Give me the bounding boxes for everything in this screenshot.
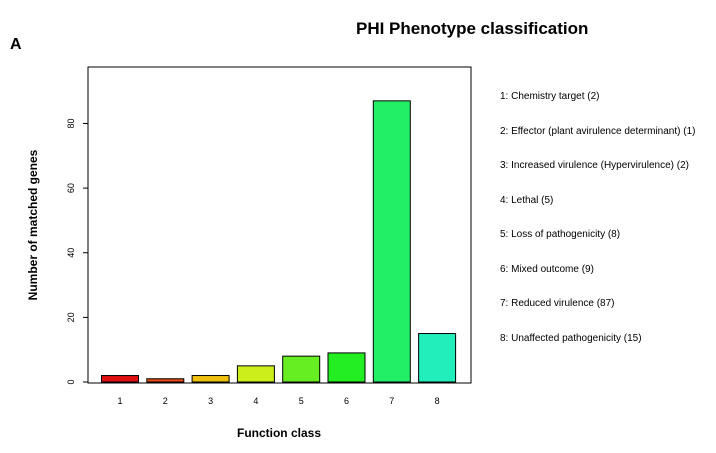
bars-group (101, 100, 457, 383)
bar (236, 365, 275, 383)
chart-title: PHI Phenotype classification (356, 19, 589, 38)
bar (372, 100, 411, 383)
y-tick-label: 40 (66, 248, 76, 258)
plot-frame (87, 66, 472, 384)
legend: 1: Chemistry target (2) 2: Effector (pla… (500, 91, 695, 367)
x-tick-label: 4 (253, 396, 258, 406)
bar (101, 375, 139, 383)
y-axis-label: Number of matched genes (26, 149, 40, 300)
legend-item: 3: Increased virulence (Hypervirulence) … (500, 160, 689, 171)
x-tick-label: 5 (299, 396, 304, 406)
bar (146, 378, 185, 383)
panel-label: A (10, 36, 22, 53)
x-axis-label: Function class (237, 426, 321, 440)
bar (418, 333, 457, 383)
x-tick-label: 2 (163, 396, 168, 406)
bar (282, 355, 321, 383)
y-tick-label: 0 (66, 379, 76, 384)
x-tick-label: 1 (117, 396, 122, 406)
legend-item: 6: Mixed outcome (9) (500, 263, 594, 275)
x-tick-label: 3 (208, 396, 213, 406)
legend-item: 5: Loss of pathogenicity (8) (500, 229, 621, 240)
bar (191, 375, 230, 383)
x-tick-label: 7 (389, 396, 394, 406)
y-axis: 0 20 40 60 80 (66, 118, 88, 385)
y-tick-label: 20 (66, 312, 76, 322)
y-tick-label: 80 (66, 118, 76, 128)
x-tick-label: 6 (344, 396, 349, 406)
legend-item: 1: Chemistry target (2) (500, 91, 600, 102)
legend-item: 7: Reduced virulence (87) (500, 298, 615, 309)
legend-item: 2: Effector (plant avirulence determinan… (500, 125, 696, 137)
x-axis-ticks: 1 2 3 4 5 6 7 8 (117, 396, 439, 406)
legend-item: 4: Lethal (5) (500, 194, 554, 206)
y-tick-label: 60 (66, 183, 76, 193)
bar (327, 352, 366, 383)
x-tick-label: 8 (435, 396, 440, 406)
legend-item: 8: Unaffected pathogenicity (15) (500, 332, 642, 344)
